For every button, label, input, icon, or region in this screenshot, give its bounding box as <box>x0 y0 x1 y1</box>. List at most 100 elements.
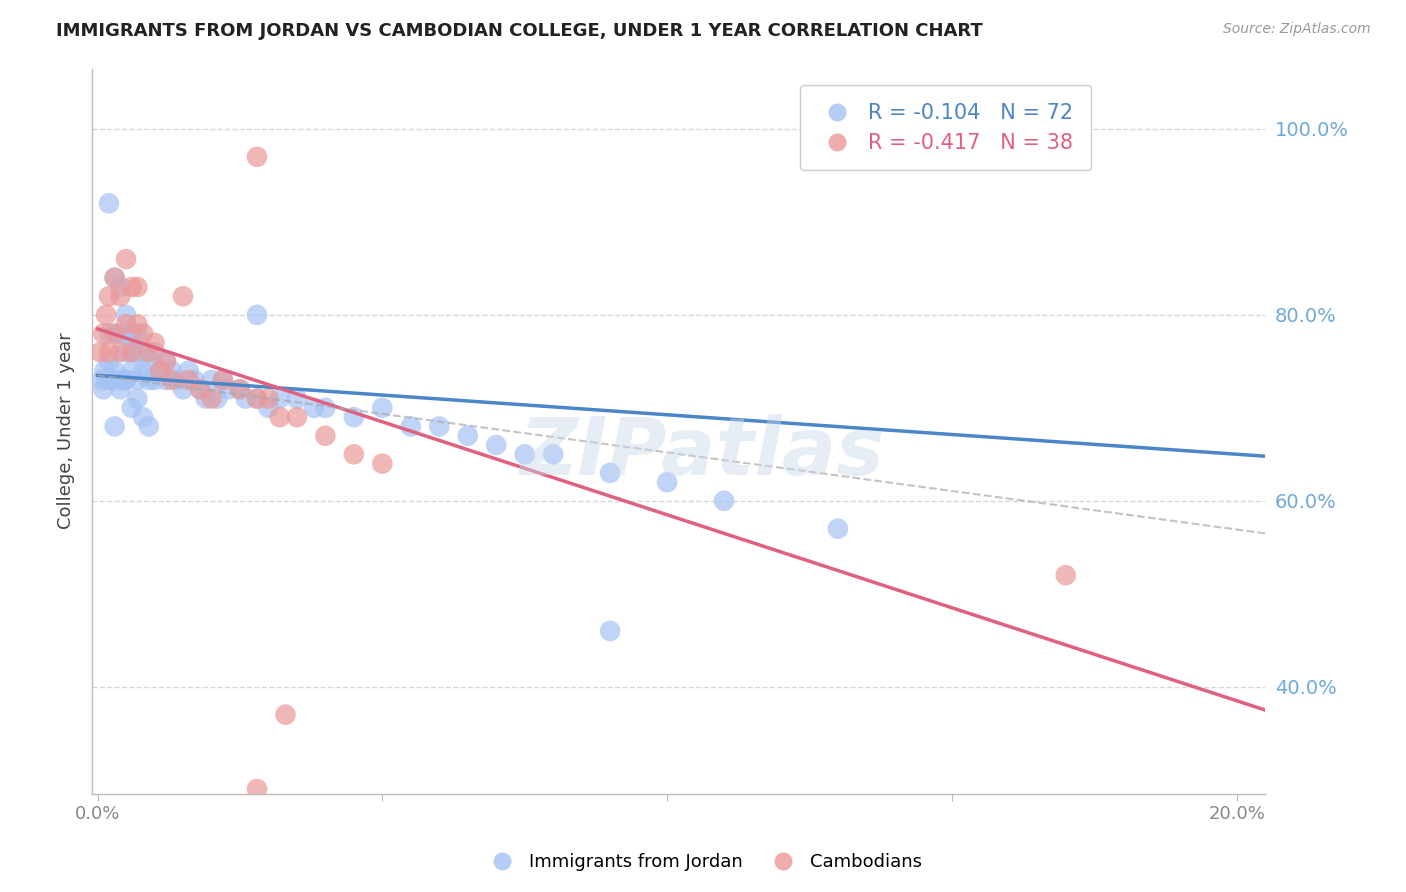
Point <box>138 419 160 434</box>
Point <box>713 493 735 508</box>
Point <box>427 419 450 434</box>
Point <box>457 429 479 443</box>
Point <box>599 466 621 480</box>
Point <box>155 354 177 368</box>
Point <box>127 392 149 406</box>
Text: IMMIGRANTS FROM JORDAN VS CAMBODIAN COLLEGE, UNDER 1 YEAR CORRELATION CHART: IMMIGRANTS FROM JORDAN VS CAMBODIAN COLL… <box>56 22 983 40</box>
Point <box>229 382 252 396</box>
Point <box>200 392 222 406</box>
Point <box>110 345 132 359</box>
Point <box>343 447 366 461</box>
Point <box>149 364 172 378</box>
Point <box>235 392 257 406</box>
Point <box>115 345 138 359</box>
Point <box>188 382 211 396</box>
Point <box>97 345 120 359</box>
Point <box>257 401 280 415</box>
Point <box>371 457 394 471</box>
Point <box>107 326 129 341</box>
Point <box>138 354 160 368</box>
Point <box>285 410 308 425</box>
Point <box>194 392 217 406</box>
Point <box>343 410 366 425</box>
Point <box>160 373 183 387</box>
Point <box>89 345 111 359</box>
Point <box>127 280 149 294</box>
Point <box>138 345 160 359</box>
Point <box>314 429 336 443</box>
Point <box>97 354 120 368</box>
Point <box>218 382 240 396</box>
Point <box>104 326 127 341</box>
Point <box>599 624 621 638</box>
Point <box>188 382 211 396</box>
Point <box>246 308 269 322</box>
Point <box>132 364 155 378</box>
Y-axis label: College, Under 1 year: College, Under 1 year <box>58 333 75 530</box>
Point <box>91 326 114 341</box>
Point <box>121 401 143 415</box>
Text: Source: ZipAtlas.com: Source: ZipAtlas.com <box>1223 22 1371 37</box>
Point <box>132 345 155 359</box>
Point <box>513 447 536 461</box>
Point <box>138 373 160 387</box>
Point <box>101 373 124 387</box>
Point <box>314 401 336 415</box>
Point <box>104 419 127 434</box>
Point <box>149 364 172 378</box>
Point <box>285 392 308 406</box>
Point <box>205 392 228 406</box>
Point <box>115 252 138 266</box>
Point <box>211 373 233 387</box>
Point <box>94 373 117 387</box>
Point <box>110 373 132 387</box>
Point <box>94 308 117 322</box>
Point <box>211 373 233 387</box>
Point <box>160 364 183 378</box>
Point <box>127 326 149 341</box>
Point <box>121 280 143 294</box>
Point <box>177 373 200 387</box>
Point <box>155 354 177 368</box>
Point <box>172 289 194 303</box>
Point <box>121 345 143 359</box>
Point <box>121 345 143 359</box>
Point <box>246 392 269 406</box>
Point <box>97 196 120 211</box>
Point <box>655 475 678 490</box>
Point <box>110 280 132 294</box>
Point <box>132 410 155 425</box>
Point <box>115 308 138 322</box>
Point <box>155 373 177 387</box>
Point <box>115 317 138 331</box>
Point <box>143 373 166 387</box>
Point <box>97 289 120 303</box>
Point <box>127 373 149 387</box>
Point <box>132 326 155 341</box>
Legend: R = -0.104   N = 72, R = -0.417   N = 38: R = -0.104 N = 72, R = -0.417 N = 38 <box>800 86 1091 170</box>
Point <box>183 373 205 387</box>
Point <box>172 382 194 396</box>
Point <box>246 392 269 406</box>
Point <box>110 289 132 303</box>
Point <box>269 392 291 406</box>
Point <box>177 364 200 378</box>
Point <box>143 345 166 359</box>
Point <box>269 410 291 425</box>
Point <box>143 335 166 350</box>
Point <box>110 382 132 396</box>
Point <box>121 364 143 378</box>
Point <box>257 392 280 406</box>
Point <box>104 364 127 378</box>
Point <box>485 438 508 452</box>
Text: ZIPatlas: ZIPatlas <box>519 414 884 491</box>
Point <box>200 373 222 387</box>
Point <box>127 345 149 359</box>
Point <box>104 270 127 285</box>
Point <box>302 401 325 415</box>
Point <box>371 401 394 415</box>
Point <box>115 373 138 387</box>
Point <box>91 382 114 396</box>
Point <box>121 326 143 341</box>
Point <box>229 382 252 396</box>
